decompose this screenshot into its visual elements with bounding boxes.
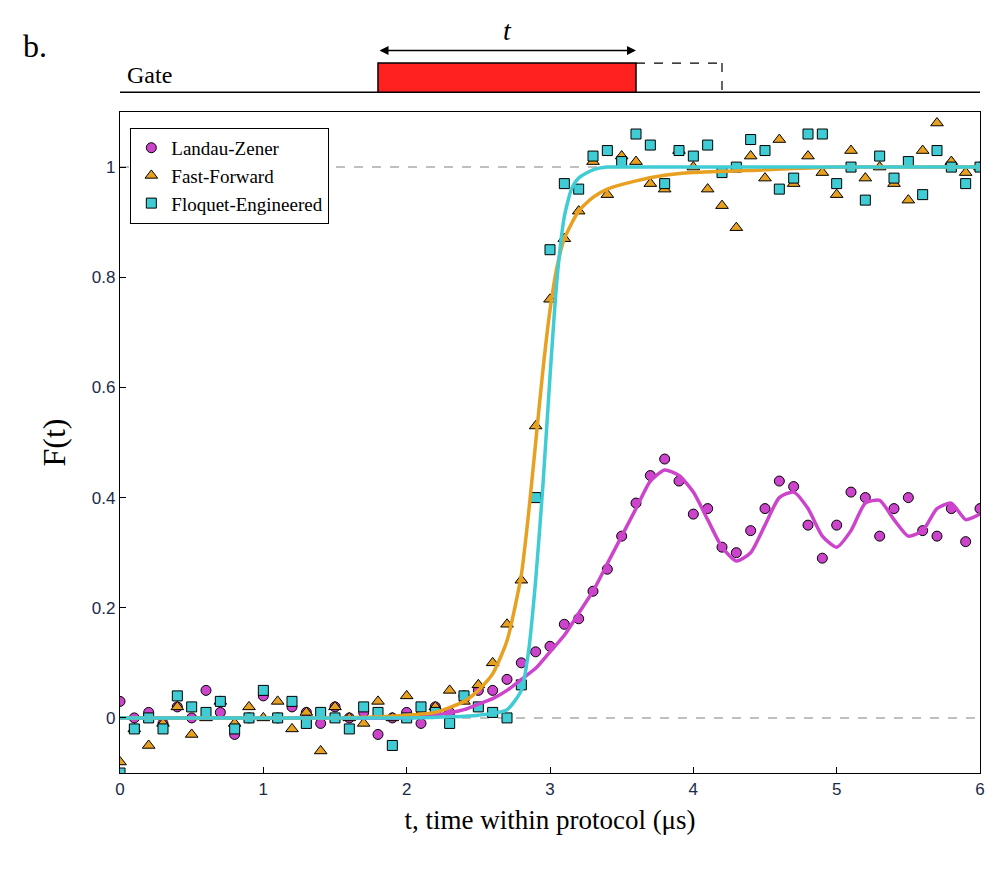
svg-text:1: 1 xyxy=(106,158,115,177)
svg-text:3: 3 xyxy=(545,780,554,799)
svg-text:6: 6 xyxy=(975,780,984,799)
svg-text:t: t xyxy=(503,15,512,46)
svg-text:0.6: 0.6 xyxy=(92,378,116,397)
svg-text:0: 0 xyxy=(106,709,115,728)
svg-text:2: 2 xyxy=(402,780,411,799)
svg-text:t, time within protocol (μs): t, time within protocol (μs) xyxy=(404,805,695,835)
svg-text:Landau-Zener: Landau-Zener xyxy=(171,138,279,159)
svg-text:Fast-Forward: Fast-Forward xyxy=(171,166,274,187)
svg-text:0.8: 0.8 xyxy=(92,268,116,287)
svg-text:F(t): F(t) xyxy=(36,419,72,467)
svg-text:b.: b. xyxy=(23,28,47,64)
svg-text:4: 4 xyxy=(689,780,698,799)
svg-text:5: 5 xyxy=(832,780,841,799)
svg-text:Gate: Gate xyxy=(127,62,172,88)
svg-text:Floquet-Engineered: Floquet-Engineered xyxy=(171,194,322,215)
svg-text:0.2: 0.2 xyxy=(92,599,116,618)
svg-text:0.4: 0.4 xyxy=(92,489,116,508)
svg-text:1: 1 xyxy=(259,780,268,799)
svg-text:0: 0 xyxy=(115,780,124,799)
